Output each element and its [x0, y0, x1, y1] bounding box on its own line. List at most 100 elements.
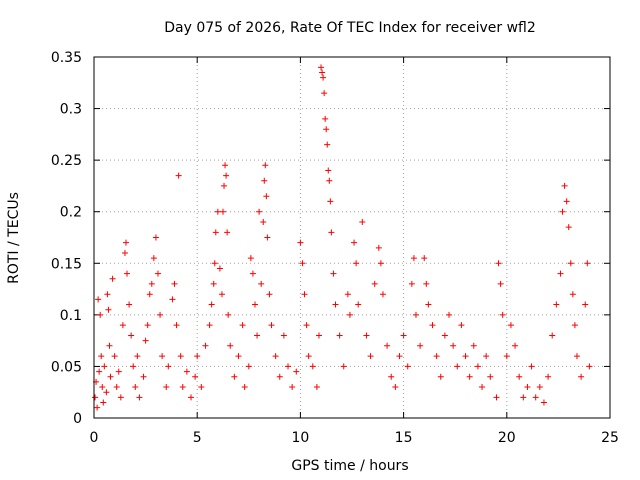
data-point: [404, 363, 411, 370]
data-point: [425, 301, 432, 308]
data-point: [322, 115, 329, 122]
data-point: [104, 291, 111, 298]
data-point: [208, 301, 215, 308]
data-point: [299, 260, 306, 267]
data-point: [565, 224, 572, 231]
data-point: [586, 363, 593, 370]
data-point: [330, 270, 337, 277]
data-point: [222, 162, 229, 169]
data-point: [346, 311, 353, 318]
data-point: [446, 311, 453, 318]
y-tick-label: 0.1: [60, 308, 82, 324]
y-tick-label: 0: [73, 411, 82, 427]
data-point: [293, 368, 300, 375]
data-point: [321, 90, 328, 97]
data-point: [231, 373, 238, 380]
data-point: [561, 182, 568, 189]
data-point: [396, 353, 403, 360]
x-tick-label: 5: [193, 430, 202, 446]
data-point: [96, 368, 103, 375]
data-point: [520, 394, 527, 401]
data-point: [268, 322, 275, 329]
data-point: [408, 280, 415, 287]
data-point: [483, 353, 490, 360]
data-point: [212, 229, 219, 236]
data-point: [98, 353, 105, 360]
y-tick-label: 0.25: [51, 153, 82, 169]
data-point: [239, 322, 246, 329]
data-point: [363, 332, 370, 339]
data-point: [225, 311, 232, 318]
data-point: [95, 296, 102, 303]
data-point: [458, 322, 465, 329]
data-point: [165, 363, 172, 370]
data-points: [92, 64, 593, 411]
chart-title: Day 075 of 2026, Rate Of TEC Index for r…: [164, 20, 536, 36]
data-point: [241, 384, 248, 391]
data-point: [101, 363, 108, 370]
data-point: [214, 208, 221, 215]
data-point: [450, 342, 457, 349]
data-point: [340, 363, 347, 370]
data-point: [266, 291, 273, 298]
data-point: [260, 219, 267, 226]
data-point: [245, 363, 252, 370]
data-point: [318, 64, 325, 71]
data-point: [487, 373, 494, 380]
data-point: [516, 373, 523, 380]
data-point: [117, 394, 124, 401]
data-point: [140, 373, 147, 380]
data-point: [109, 275, 116, 282]
data-point: [462, 353, 469, 360]
data-point: [100, 399, 107, 406]
data-point: [148, 280, 155, 287]
data-point: [188, 394, 195, 401]
data-point: [218, 291, 225, 298]
data-point: [202, 342, 209, 349]
data-point: [249, 270, 256, 277]
y-tick-label: 0.05: [51, 359, 82, 375]
data-point: [285, 363, 292, 370]
data-point: [198, 384, 205, 391]
data-point: [540, 399, 547, 406]
data-point: [410, 255, 417, 262]
data-point: [474, 363, 481, 370]
x-tick-labels: 0 5 10 15 20 25: [90, 430, 619, 446]
data-point: [124, 270, 131, 277]
data-point: [454, 363, 461, 370]
data-point: [388, 373, 395, 380]
data-point: [351, 239, 358, 246]
data-point: [336, 332, 343, 339]
data-point: [309, 363, 316, 370]
data-point: [297, 239, 304, 246]
data-point: [99, 384, 106, 391]
data-point: [326, 177, 333, 184]
data-point: [499, 311, 506, 318]
data-point: [315, 332, 322, 339]
x-tick-label: 25: [601, 430, 619, 446]
data-point: [545, 373, 552, 380]
data-point: [493, 394, 500, 401]
plot-frame: [93, 56, 611, 419]
data-point: [571, 322, 578, 329]
data-point: [344, 291, 351, 298]
data-point: [142, 337, 149, 344]
data-point: [251, 301, 258, 308]
y-tick-labels: 0 0.05 0.1 0.15 0.2 0.25 0.3 0.35: [51, 50, 82, 427]
data-point: [557, 270, 564, 277]
data-point: [437, 373, 444, 380]
data-point: [495, 260, 502, 267]
data-point: [119, 322, 126, 329]
data-point: [157, 311, 164, 318]
data-point: [377, 260, 384, 267]
data-point: [359, 219, 366, 226]
data-point: [503, 353, 510, 360]
data-point: [327, 198, 334, 205]
data-point: [289, 384, 296, 391]
data-point: [303, 322, 310, 329]
data-point: [106, 342, 113, 349]
data-point: [524, 384, 531, 391]
y-axis-title: ROTI / TECUs: [6, 192, 22, 284]
data-point: [320, 74, 327, 81]
